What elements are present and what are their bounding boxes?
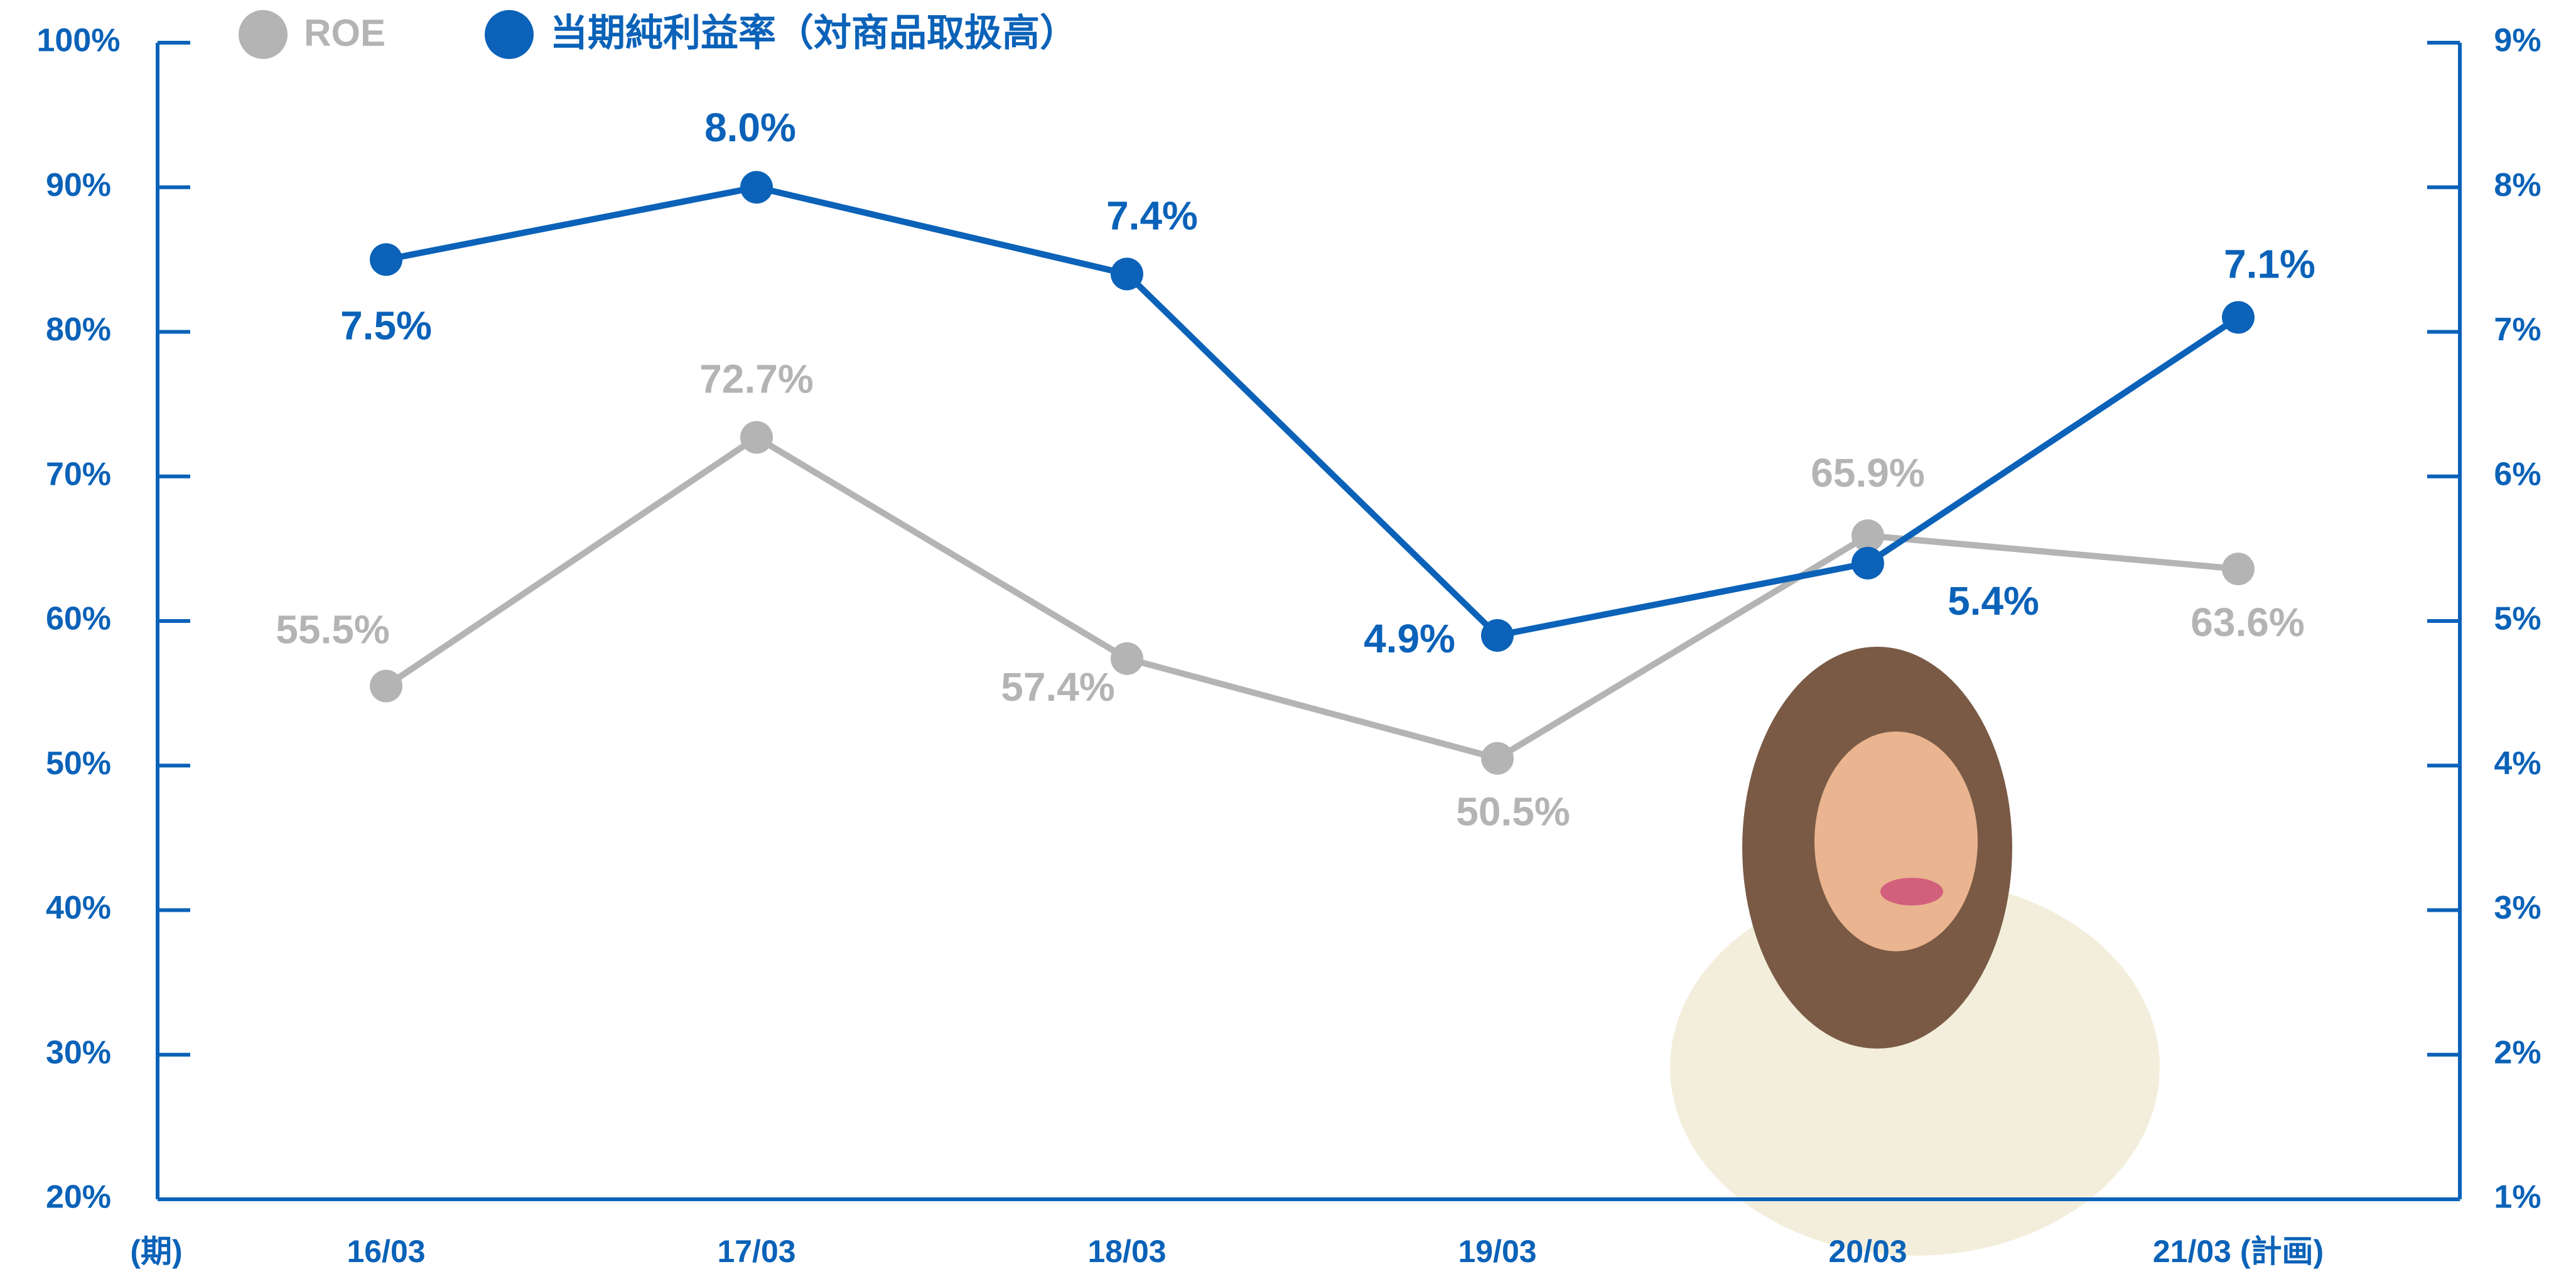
legend-label: 当期純利益率（対商品取扱高） [550, 12, 1077, 54]
legend-marker [239, 10, 288, 59]
data-label: 5.4% [1948, 578, 2039, 624]
y-tick-label: 60% [46, 601, 111, 637]
data-point [2222, 553, 2255, 585]
y2-tick-label: 6% [2494, 456, 2541, 492]
illustration [1670, 647, 2160, 1256]
data-point [2222, 301, 2255, 333]
data-label: 65.9% [1811, 450, 1924, 495]
data-point [1481, 742, 1514, 775]
legend-marker [485, 10, 534, 59]
data-point [1481, 619, 1514, 652]
data-label: 63.6% [2191, 600, 2304, 645]
data-label: 4.9% [1364, 616, 1455, 661]
data-point [740, 171, 773, 203]
x-axis-label: (期) [130, 1234, 182, 1269]
data-label: 7.4% [1106, 193, 1198, 238]
y2-tick-label: 1% [2494, 1179, 2541, 1216]
legend-label: ROE [304, 12, 385, 54]
illustration-mouth [1880, 878, 1943, 905]
page: {"chart_data": { "type": "line", "x_labe… [0, 0, 2576, 1274]
data-label: 7.5% [340, 303, 432, 348]
y-tick-label: 40% [46, 890, 111, 926]
illustration-face [1814, 731, 1978, 951]
y2-tick-label: 2% [2494, 1034, 2541, 1071]
data-label: 50.5% [1456, 789, 1570, 834]
data-label: 72.7% [699, 356, 813, 401]
x-tick-label: 20/03 [1828, 1234, 1907, 1269]
y-tick-label: 70% [46, 456, 111, 492]
y2-tick-label: 7% [2494, 311, 2541, 348]
y-tick-label: 30% [46, 1034, 111, 1071]
y-tick-label: 80% [46, 311, 111, 348]
data-label: 55.5% [276, 607, 389, 652]
x-tick-label: 16/03 [347, 1234, 425, 1269]
data-point [1111, 257, 1143, 290]
y2-tick-label: 3% [2494, 890, 2541, 926]
y-tick-label: 50% [46, 745, 111, 782]
x-tick-label: 18/03 [1087, 1234, 1166, 1269]
y-tick-label: 100% [37, 23, 121, 59]
chart: (期) 20% 30% 40% 50% 60% 70% 80% 90% 100% 1% 2% 3% 4%… [0, 0, 2576, 1274]
data-label: 8.0% [704, 105, 796, 150]
data-point [1111, 642, 1143, 675]
data-label: 57.4% [1001, 664, 1114, 710]
y-tick-label: 90% [46, 167, 111, 203]
y2-tick-label: 4% [2494, 745, 2541, 782]
y2-tick-label: 8% [2494, 167, 2541, 203]
data-point [370, 670, 402, 703]
y2-tick-label: 9% [2494, 23, 2541, 59]
data-point [740, 421, 773, 454]
x-tick-label: 21/03 (計画) [2153, 1234, 2324, 1269]
x-tick-label: 19/03 [1458, 1234, 1536, 1269]
data-point [370, 243, 402, 276]
y-tick-label: 20% [46, 1179, 111, 1216]
data-point [1851, 547, 1884, 580]
data-label: 7.1% [2224, 241, 2315, 286]
y2-tick-label: 5% [2494, 601, 2541, 637]
x-tick-label: 17/03 [717, 1234, 795, 1269]
series-line [386, 187, 2238, 635]
